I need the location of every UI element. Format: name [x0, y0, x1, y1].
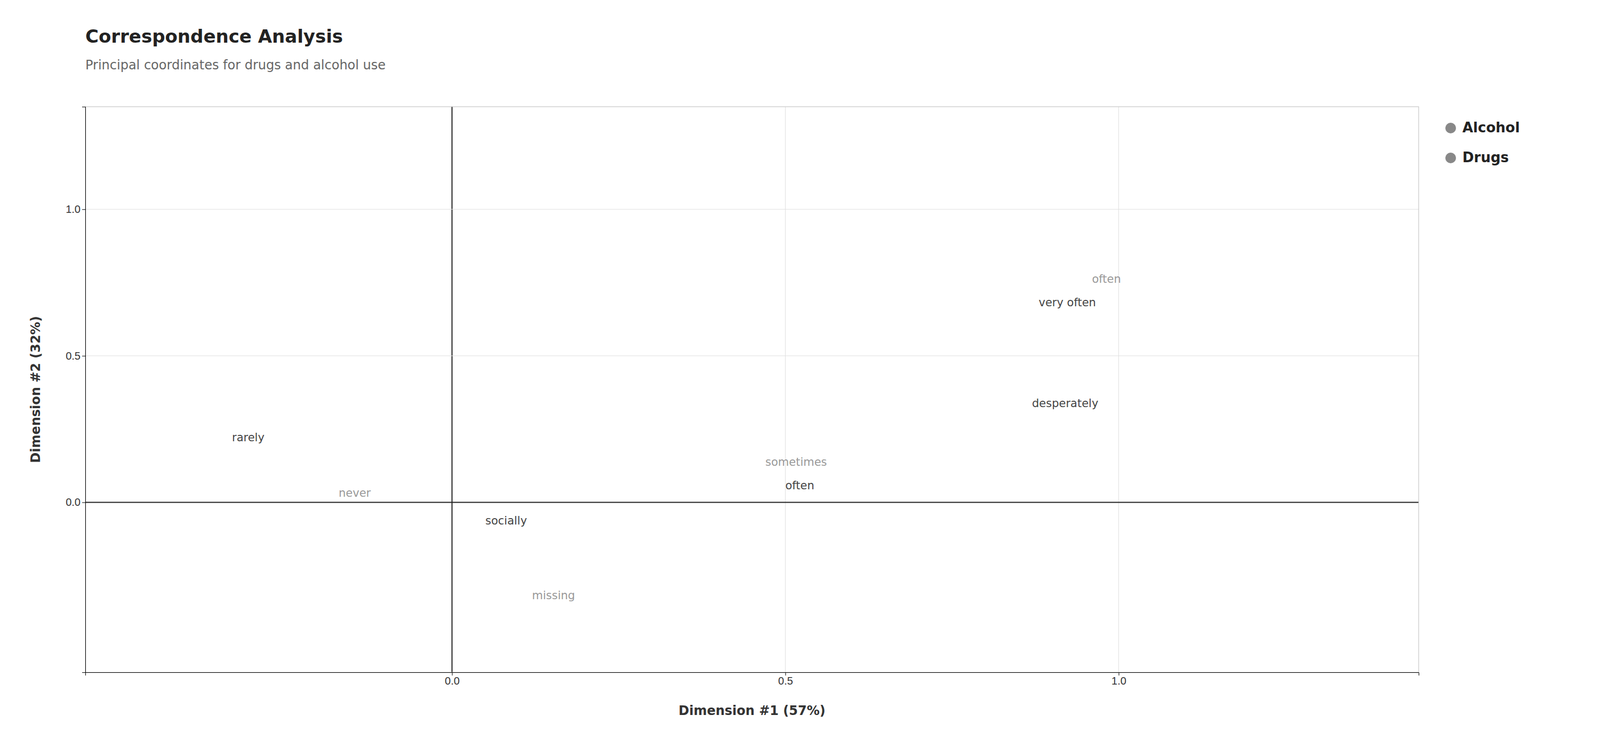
x-tick: 0.5	[778, 672, 794, 687]
y-axis-title: Dimension #2 (32%)	[28, 315, 44, 463]
x-zero-line	[451, 106, 453, 672]
chart: 0.0 0.5 1.0 0.0 0.5 1.0 never socially rarely som…	[0, 0, 1600, 747]
plot-frame	[85, 106, 1419, 672]
point-label: desperately	[1032, 396, 1099, 410]
y-tick: 0.5	[65, 349, 86, 362]
point-label: socially	[485, 514, 527, 527]
legend: Alcohol Drugs	[1445, 119, 1520, 166]
point-label: sometimes	[765, 455, 828, 469]
y-axis: 0.0 0.5 1.0	[65, 107, 86, 673]
x-tick: 1.0	[1111, 672, 1127, 687]
legend-label: Drugs	[1462, 149, 1509, 166]
legend-swatch	[1445, 122, 1456, 134]
x-tick-label: 0.5	[778, 674, 794, 687]
series: often very often desperately	[1032, 272, 1122, 410]
legend-item: Drugs	[1445, 149, 1509, 166]
y-tick-label: 1.0	[65, 203, 81, 215]
legend-label: Alcohol	[1462, 119, 1520, 136]
x-grid-line	[1118, 106, 1119, 672]
subtitle: Principal coordinates for drugs and alco…	[85, 57, 386, 73]
y-tick-mark	[82, 355, 86, 357]
y-grid-line	[85, 355, 1419, 356]
y-tick-label: 0.0	[65, 496, 81, 508]
y-zero-line	[85, 501, 1419, 503]
y-tick-mark	[82, 501, 86, 503]
point-label: missing	[532, 588, 576, 602]
grid	[85, 106, 1419, 672]
y-tick: 1.0	[65, 203, 86, 215]
x-tick-label: 0.0	[444, 674, 460, 687]
point-label: never	[338, 486, 372, 500]
series: never socially rarely sometimes often missing	[232, 430, 828, 603]
plot-area: never socially rarely sometimes often missing…	[232, 272, 1122, 602]
legend-item: Alcohol	[1445, 119, 1520, 136]
point-label: very often	[1038, 296, 1096, 309]
x-grid-line	[785, 106, 786, 672]
y-tick-mark	[82, 209, 86, 210]
x-axis-title: Dimension #1 (57%)	[678, 702, 826, 718]
y-tick: 0.0	[65, 496, 86, 508]
background	[0, 0, 1600, 747]
y-tick-label: 0.5	[65, 349, 81, 362]
y-grid-line	[85, 209, 1419, 210]
x-tick-label: 1.0	[1111, 674, 1127, 687]
point-label: rarely	[232, 430, 265, 444]
x-tick: 0.0	[444, 672, 460, 687]
title: Correspondence Analysis	[85, 25, 343, 47]
point-label: often	[785, 478, 815, 492]
legend-swatch	[1445, 152, 1456, 164]
y-axis-line	[82, 107, 86, 673]
x-axis: 0.0 0.5 1.0	[85, 672, 1420, 687]
point-label: often	[1092, 272, 1122, 286]
x-axis-line	[85, 672, 1420, 676]
